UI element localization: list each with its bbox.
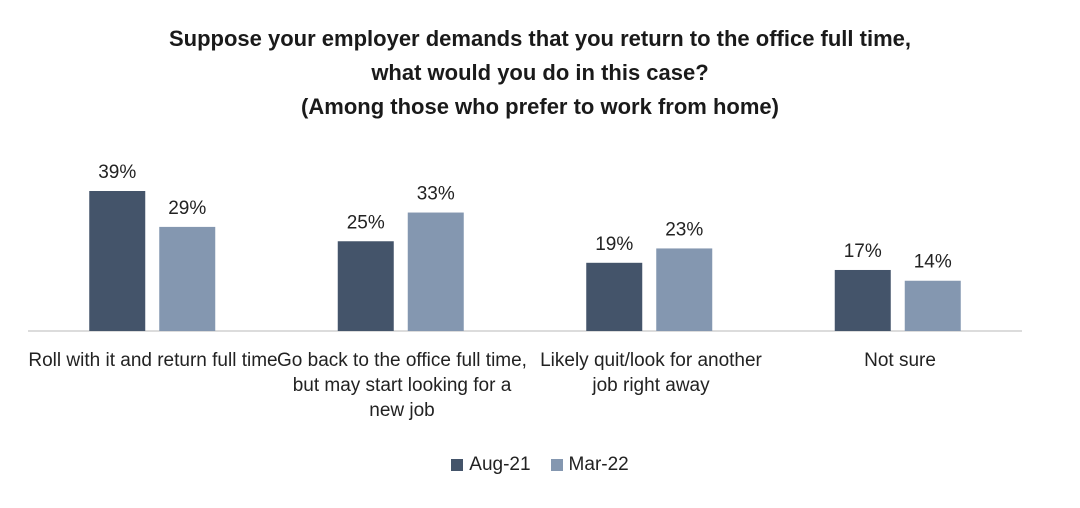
legend-swatch-aug-21 <box>451 459 464 471</box>
legend-label-mar-22: Mar-22 <box>568 454 629 475</box>
chart-title-line-3: (Among those who prefer to work from hom… <box>301 94 779 119</box>
bar-mar-22-0 <box>159 226 216 331</box>
bar-mar-22-2 <box>656 248 713 331</box>
chart-title-line-2: what would you do in this case? <box>371 60 709 85</box>
bar-mar-22-3 <box>904 280 961 331</box>
legend-item-mar-22: Mar-22 <box>550 454 629 476</box>
bar-aug-21-0 <box>89 191 146 331</box>
legend-label-aug-21: Aug-21 <box>469 454 531 475</box>
data-label-mar-22-0: 29% <box>168 198 206 219</box>
category-label-not-sure: Not sure <box>864 350 936 371</box>
category-label-go-back-may-look: Go back to the office full time, but may… <box>277 350 527 421</box>
data-label-mar-22-2: 23% <box>665 219 703 240</box>
legend-item-aug-21: Aug-21 <box>451 454 531 476</box>
data-label-aug-21-0: 39% <box>98 162 136 183</box>
data-label-mar-22-3: 14% <box>914 252 952 273</box>
data-label-mar-22-1: 33% <box>417 184 455 205</box>
category-label-likely-quit: Likely quit/look for another job right a… <box>540 350 762 396</box>
bar-aug-21-1 <box>337 241 394 331</box>
chart-title-line-1: Suppose your employer demands that you r… <box>169 26 911 51</box>
data-label-aug-21-2: 19% <box>595 234 633 255</box>
bar-aug-21-3 <box>834 269 891 331</box>
legend-swatch-mar-22 <box>550 459 563 471</box>
bar-mar-22-1 <box>407 212 464 331</box>
bar-aug-21-2 <box>586 262 643 331</box>
data-label-aug-21-1: 25% <box>347 212 385 233</box>
legend: Aug-21 Mar-22 <box>0 454 1080 476</box>
data-label-aug-21-3: 17% <box>844 241 882 262</box>
category-label-roll-with-it: Roll with it and return full time <box>28 350 278 371</box>
